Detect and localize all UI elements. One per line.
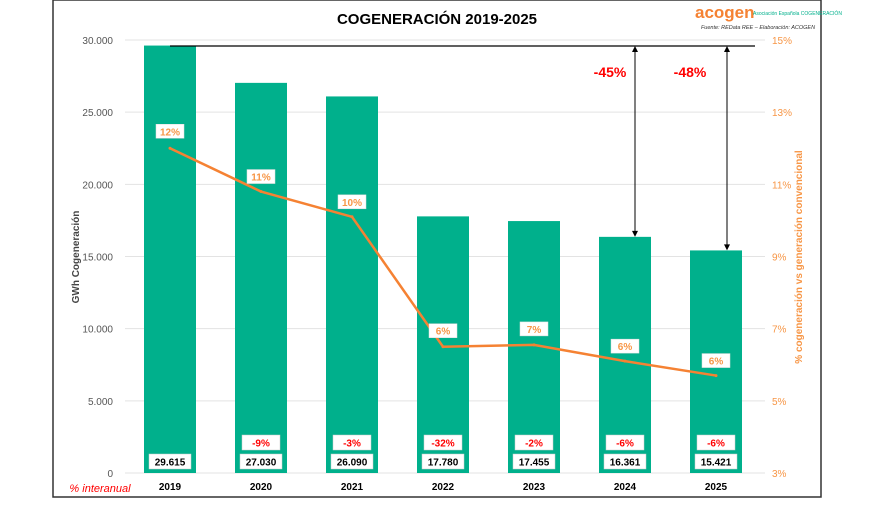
bar-value-box xyxy=(330,453,374,470)
bar xyxy=(144,45,196,474)
bar-value-label: 17.780 xyxy=(428,458,459,469)
y-tick-label: 20.000 xyxy=(82,180,113,191)
yoy-change-label: -6% xyxy=(707,439,725,450)
line-label-box xyxy=(701,353,731,368)
bar-value-label: 29.615 xyxy=(155,458,186,469)
line-label-box xyxy=(246,169,276,184)
yoy-change-box xyxy=(332,434,372,451)
y-tick-label: 15.000 xyxy=(82,253,113,264)
bar xyxy=(599,236,651,473)
bar-value-label: 26.090 xyxy=(337,458,368,469)
line-point xyxy=(714,374,718,378)
line-label-box xyxy=(610,338,640,354)
logo: acogen xyxy=(695,3,755,22)
line-value-label: 11% xyxy=(251,173,271,184)
bar-value-label: 15.421 xyxy=(701,458,732,469)
yoy-change-label: -3% xyxy=(343,439,361,450)
x-tick-label: 2019 xyxy=(159,482,182,493)
line-point xyxy=(259,190,263,194)
y-tick-label: 0 xyxy=(107,469,113,480)
arrow-head-up-icon xyxy=(724,46,730,52)
yoy-change-box xyxy=(241,434,281,451)
y-axis-title: GWh Cogeneración xyxy=(71,211,82,304)
logo-tagline: Asociación Española COGENERACIÓN xyxy=(753,10,842,17)
y2-tick-label: 7% xyxy=(772,325,787,336)
yoy-change-box xyxy=(605,434,645,451)
y-tick-label: 25.000 xyxy=(82,108,113,119)
bar-value-box xyxy=(421,453,465,470)
arrow-head-down-icon xyxy=(632,230,638,237)
line-point xyxy=(350,215,354,219)
chart-title: COGENERACIÓN 2019-2025 xyxy=(337,10,537,28)
annotation-label: -45% xyxy=(594,64,627,80)
line-label-box xyxy=(519,321,549,337)
y2-tick-label: 3% xyxy=(772,469,787,480)
y2-tick-label: 13% xyxy=(772,108,792,119)
bar-value-label: 27.030 xyxy=(246,458,277,469)
x-tick-label: 2022 xyxy=(432,482,455,493)
arrow-head-down-icon xyxy=(724,244,730,251)
bar xyxy=(235,82,287,473)
bar-value-label: 16.361 xyxy=(610,458,641,469)
bar-value-label: 17.455 xyxy=(519,458,550,469)
y2-tick-label: 15% xyxy=(772,36,792,47)
x-tick-label: 2020 xyxy=(250,482,273,493)
yoy-change-box xyxy=(423,434,463,451)
line-value-label: 12% xyxy=(160,127,180,138)
line-label-box xyxy=(337,194,367,210)
x-tick-label: 2021 xyxy=(341,482,364,493)
yoy-change-label: -9% xyxy=(252,439,270,450)
y-tick-label: 10.000 xyxy=(82,325,113,336)
yoy-change-label: -2% xyxy=(525,439,543,450)
line-value-label: 6% xyxy=(436,327,451,338)
bar-value-box xyxy=(239,453,283,470)
line-value-label: 7% xyxy=(527,325,542,336)
line-point xyxy=(441,345,445,349)
line-value-label: 6% xyxy=(618,342,633,353)
y-tick-label: 5.000 xyxy=(88,397,113,408)
bar xyxy=(326,96,378,474)
line-value-label: 6% xyxy=(709,357,724,368)
line-label-box xyxy=(428,323,458,338)
source-note: Fuente: REData REE – Elaboración: ACOGEN xyxy=(701,25,815,31)
arrow-head-up-icon xyxy=(632,46,638,52)
line-label-box xyxy=(155,124,185,139)
bar-value-box xyxy=(694,453,738,470)
yoy-change-label: -32% xyxy=(431,439,454,450)
bar-value-box xyxy=(603,453,647,470)
x-tick-label: 2025 xyxy=(705,482,728,493)
x-tick-label: 2024 xyxy=(614,482,637,493)
bar-value-box xyxy=(148,453,192,470)
y2-tick-label: 5% xyxy=(772,397,787,408)
yoy-change-label: -6% xyxy=(616,439,634,450)
line-point xyxy=(168,146,172,150)
line-point xyxy=(623,359,627,363)
yoy-change-box xyxy=(514,434,554,451)
interanual-label: % interanual xyxy=(69,483,131,495)
y2-tick-label: 11% xyxy=(772,180,791,191)
y-tick-label: 30.000 xyxy=(82,36,113,47)
line-value-label: 10% xyxy=(342,198,362,209)
annotation-label: -48% xyxy=(674,64,707,80)
bar-value-box xyxy=(512,453,556,470)
yoy-change-box xyxy=(696,434,736,451)
y2-tick-label: 9% xyxy=(772,253,787,264)
line-point xyxy=(532,343,536,347)
y2-axis-title: % cogeneración vs generación convenciona… xyxy=(794,150,805,364)
x-tick-label: 2023 xyxy=(523,482,546,493)
